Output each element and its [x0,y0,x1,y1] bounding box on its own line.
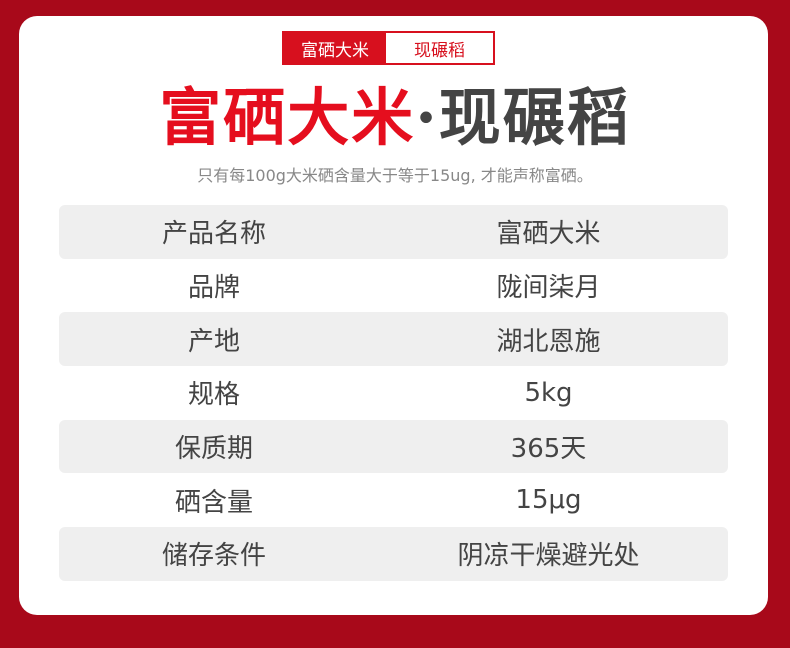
table-row: 储存条件 阴凉干燥避光处 [59,527,728,581]
subtitle: 只有每100g大米硒含量大于等于15ug, 才能声称富硒。 [197,166,593,185]
row-value: 5kg [524,377,573,408]
row-label: 品牌 [187,273,240,304]
spec-table: 产品名称 富硒大米 品牌 陇间柒月 产地 湖北恩施 规格 5kg 保质期 365天 硒含量… [59,205,728,581]
table-row: 保质期 365天 [59,419,728,474]
row-label: 产品名称 [161,219,266,250]
table-row: 产地 湖北恩施 [59,312,728,367]
row-value: 湖北恩施 [496,326,601,357]
table-row: 品牌 陇间柒月 [59,259,728,313]
tag-left: 富硒大米 [284,33,386,63]
title-gray: 现碾稻 [438,81,631,154]
tag-badge: 富硒大米 现碾稻 [282,31,495,65]
row-label: 硒含量 [174,487,253,518]
row-label: 保质期 [174,434,253,465]
table-row: 硒含量 15μg [59,473,728,527]
row-value: 阴凉干燥避光处 [457,541,640,572]
row-label: 规格 [187,380,240,411]
row-value: 富硒大米 [496,219,601,250]
table-row: 产品名称 富硒大米 [59,205,728,259]
tag-right: 现碾稻 [414,40,465,61]
title-red: 富硒大米 [159,81,416,154]
title-dot: · [415,81,439,154]
row-value: 15μg [515,485,582,516]
row-value: 陇间柒月 [496,273,601,304]
row-label: 产地 [187,326,240,357]
row-label: 储存条件 [161,541,266,572]
page-title: 富硒大米·现碾稻 [0,78,790,158]
table-row: 规格 5kg [59,366,728,420]
row-value: 365天 [510,434,587,465]
